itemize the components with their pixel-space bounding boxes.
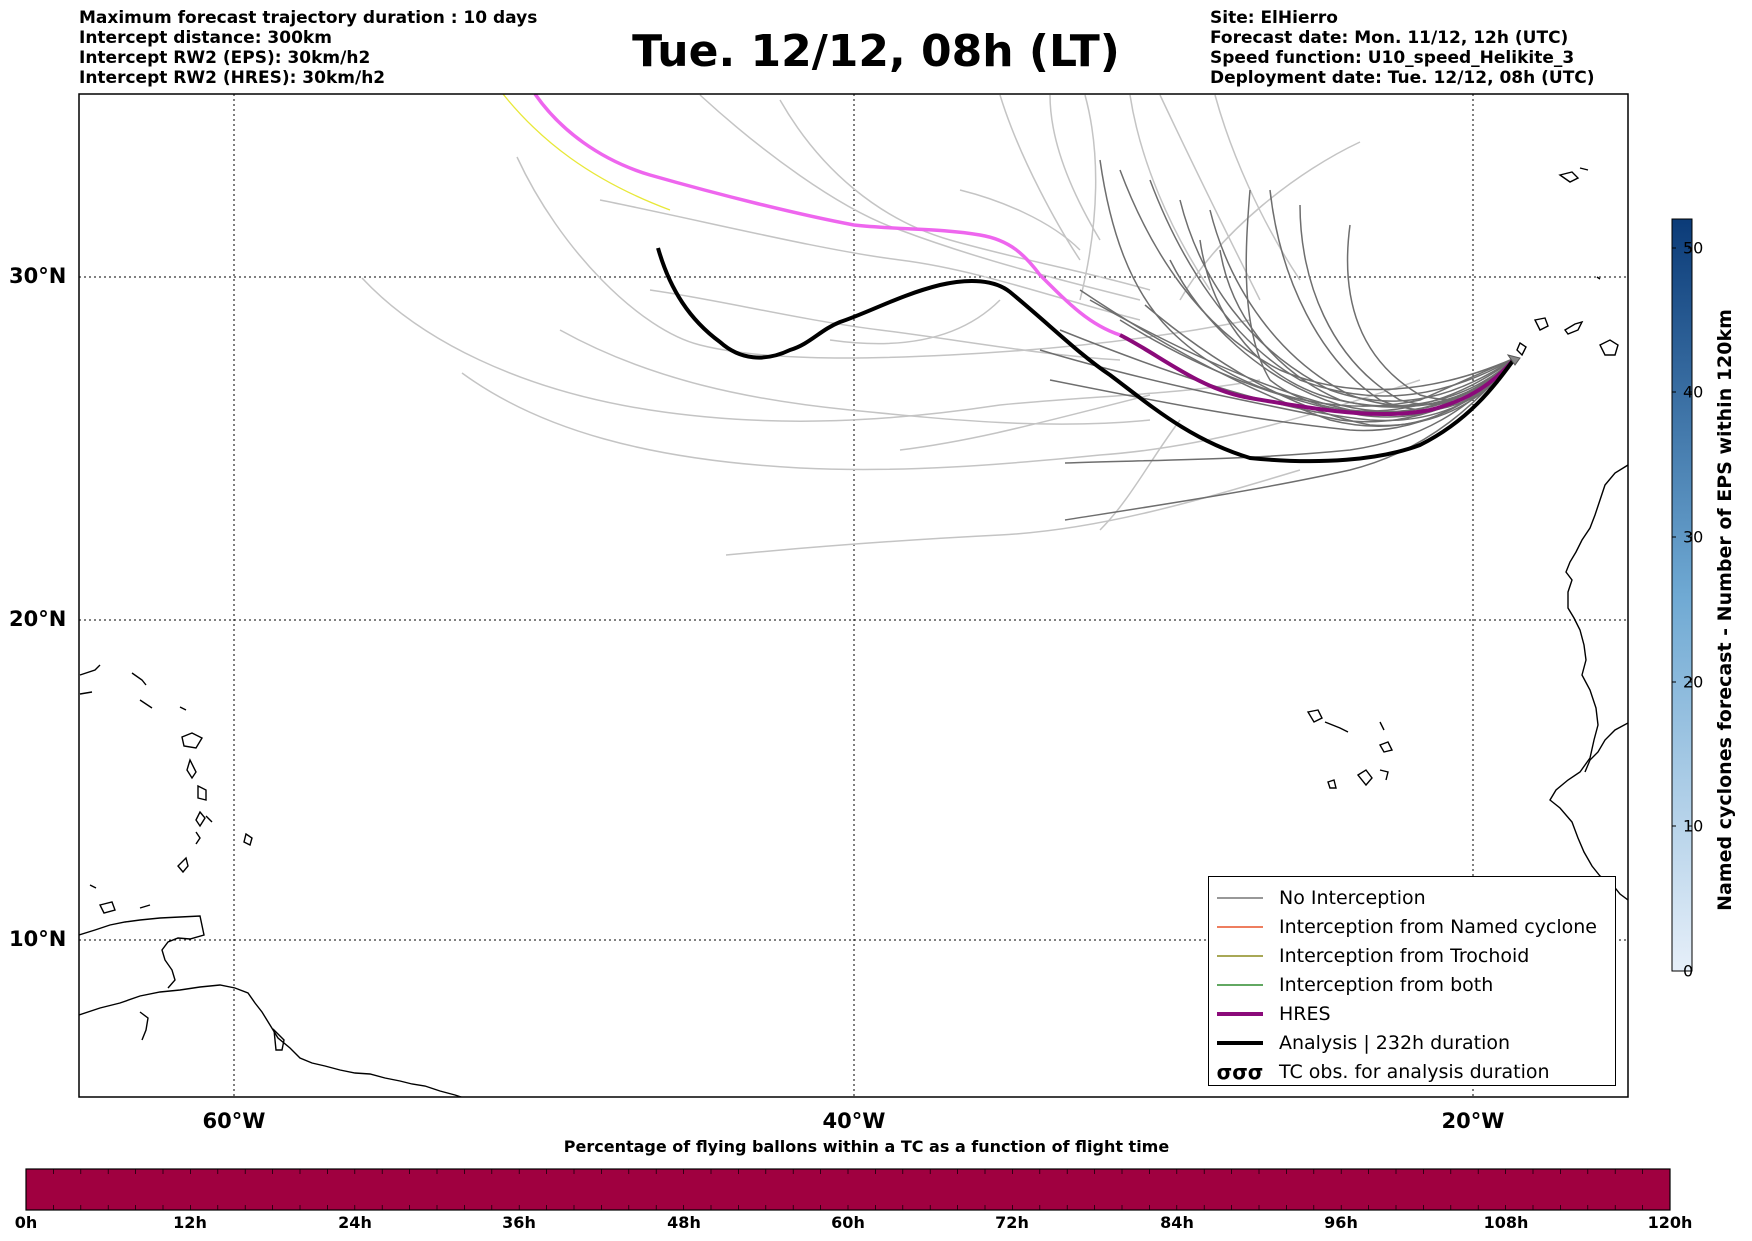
header-left-info: Maximum forecast trajectory duration : 1…	[79, 8, 537, 88]
bar-tick-label: 24h	[338, 1213, 372, 1232]
bar-tick-label: 60h	[831, 1213, 865, 1232]
colorbar-tick: 50	[1683, 238, 1704, 258]
colorbar-tick: 0	[1683, 961, 1694, 981]
site-marker	[1506, 354, 1521, 366]
legend-label: TC obs. for analysis duration	[1279, 1061, 1550, 1083]
lon-label-20w: 20°W	[1441, 1109, 1505, 1133]
legend-item-tc-obs: σσσ TC obs. for analysis duration	[1217, 1058, 1612, 1086]
lon-label-40w: 40°W	[822, 1109, 886, 1133]
colorbar-title: Named cyclones forecast - Number of EPS …	[1714, 309, 1736, 911]
lat-label-30n: 30°N	[9, 264, 67, 288]
trajectories-dark	[1039, 159, 1516, 521]
map-frame	[78, 93, 1629, 1098]
coastlines	[79, 167, 1628, 1097]
legend-item-analysis: Analysis | 232h duration	[1217, 1029, 1612, 1057]
bar-tick-label: 0h	[14, 1213, 38, 1232]
colorbar-tick: 30	[1683, 527, 1704, 547]
legend-item-hres: HRES	[1217, 1000, 1612, 1028]
intercept-eps-text: Intercept RW2 (EPS): 30km/h2	[79, 48, 371, 68]
colorbar-tick: 40	[1683, 382, 1704, 402]
analysis-trajectory	[656, 247, 1517, 464]
legend-item-no-interception: No Interception	[1217, 884, 1612, 912]
trajectories-light	[361, 94, 1421, 556]
header-right-info: Site: ElHierro Forecast date: Mon. 11/12…	[1210, 8, 1595, 88]
lon-label-60w: 60°W	[202, 1109, 266, 1133]
lat-label-10n: 10°N	[9, 927, 67, 951]
colorbar	[1671, 218, 1693, 972]
bar-tick-label: 96h	[1324, 1213, 1358, 1232]
site-text: Site: ElHierro	[1210, 8, 1338, 28]
trajectory-yellow	[502, 94, 671, 211]
legend-label: HRES	[1279, 1003, 1331, 1025]
speed-function-text: Speed function: U10_speed_Helikite_3	[1210, 48, 1575, 68]
legend-label: Analysis | 232h duration	[1279, 1032, 1511, 1054]
colorbar-tick: 20	[1683, 672, 1704, 692]
bar-tick-label: 120h	[1647, 1213, 1693, 1232]
bar-tick-label: 36h	[502, 1213, 536, 1232]
lat-label-20n: 20°N	[9, 607, 67, 631]
main-title: Tue. 12/12, 08h (LT)	[632, 26, 1120, 77]
intercept-hres-text: Intercept RW2 (HRES): 30km/h2	[79, 68, 386, 88]
legend-item-both: Interception from both	[1217, 971, 1612, 999]
max-duration-text: Maximum forecast trajectory duration : 1…	[79, 8, 538, 28]
legend-label: No Interception	[1279, 887, 1426, 909]
colorbar-tick: 10	[1683, 816, 1704, 836]
legend-label: Interception from Trochoid	[1279, 945, 1530, 967]
bar-tick-label: 48h	[667, 1213, 701, 1232]
percentage-bar	[25, 1168, 1671, 1211]
percentage-bar-title: Percentage of flying ballons within a TC…	[563, 1137, 1170, 1156]
legend: No Interception Interception from Named …	[1208, 876, 1616, 1086]
legend-item-named-cyclone: Interception from Named cyclone	[1217, 913, 1612, 941]
deployment-date-text: Deployment date: Tue. 12/12, 08h (UTC)	[1210, 68, 1595, 88]
forecast-date-text: Forecast date: Mon. 11/12, 12h (UTC)	[1210, 28, 1569, 48]
legend-label: Interception from both	[1279, 974, 1494, 996]
legend-item-trochoid: Interception from Trochoid	[1217, 942, 1612, 970]
bar-tick-label: 12h	[173, 1213, 207, 1232]
hres-trajectory	[533, 94, 1121, 337]
bar-tick-label: 84h	[1160, 1213, 1194, 1232]
bar-tick-label: 108h	[1483, 1213, 1529, 1232]
intercept-distance-text: Intercept distance: 300km	[79, 28, 332, 48]
bar-tick-label: 72h	[995, 1213, 1029, 1232]
legend-label: Interception from Named cyclone	[1279, 916, 1597, 938]
hres-trajectory-interception	[1119, 333, 1517, 417]
tc-symbol-icon: σσσ	[1216, 1060, 1264, 1084]
